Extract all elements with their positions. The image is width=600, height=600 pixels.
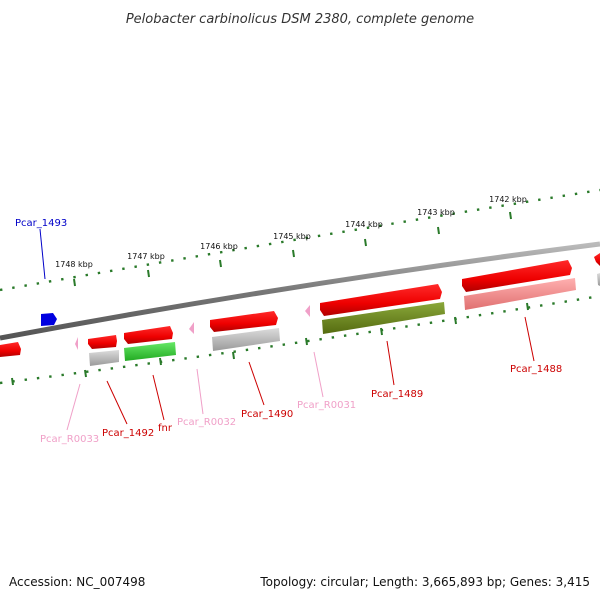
cog-bar-1490 [212,328,280,351]
tick-label-1742: 1742 kbp [489,195,527,204]
trna-features [75,305,310,350]
cog-bar-right-edge [597,273,600,286]
cds-features [0,253,600,357]
accession-text: Accession: NC_007498 [9,575,146,589]
topology-text: Topology: circular; Length: 3,665,893 bp… [260,575,590,589]
cog-bar-1489 [322,302,445,334]
inner-tick-ring [0,294,600,386]
gene-label-pcar-r0031[interactable]: Pcar_R0031 [297,400,356,411]
gene-label-pcar-1489[interactable]: Pcar_1489 [371,389,423,400]
cog-bar-1492 [89,350,119,366]
gene-1493-arrow [41,313,57,326]
tick-label-1744: 1744 kbp [345,220,383,229]
gene-label-pcar-1488[interactable]: Pcar_1488 [510,364,562,375]
tick-label-1747: 1747 kbp [127,252,165,261]
cds-arrow-1492 [88,335,117,349]
genome-backbone [0,241,600,341]
tick-label-1748: 1748 kbp [55,260,93,269]
trna-r0032 [189,322,194,334]
leader-lines [39,228,535,431]
cds-arrow-fnr [124,326,173,344]
cds-arrow-left-edge [0,342,21,357]
trna-r0031 [305,305,310,317]
gene-label-pcar-r0032[interactable]: Pcar_R0032 [177,417,236,428]
outer-tick-ring [0,188,600,292]
cds-arrow-1490 [210,311,278,332]
tick-label-1743: 1743 kbp [417,208,455,217]
cog-bars [89,273,600,366]
cog-bar-fnr [124,342,176,361]
cds-arrow-1488 [462,260,572,292]
gene-label-pcar-1493[interactable]: Pcar_1493 [15,218,67,229]
map-title: Pelobacter carbinolicus DSM 2380, comple… [126,12,474,27]
tick-label-1746: 1746 kbp [200,242,238,251]
gene-label-pcar-1490[interactable]: Pcar_1490 [241,409,293,420]
cds-arrow-1489 [320,284,442,316]
gene-label-pcar-1492[interactable]: Pcar_1492 [102,428,154,439]
tick-labels: 1742 kbp 1743 kbp 1744 kbp 1745 kbp 1746… [55,195,527,269]
gene-label-fnr[interactable]: fnr [158,423,173,434]
tick-label-1745: 1745 kbp [273,232,311,241]
cog-bar-1488 [464,278,576,310]
gene-label-pcar-r0033[interactable]: Pcar_R0033 [40,434,99,445]
cds-arrow-right-edge [594,253,600,266]
trna-r0033 [75,337,78,350]
gene-labels: Pcar_1493 Pcar_R0033 Pcar_1492 fnr Pcar_… [15,218,562,445]
